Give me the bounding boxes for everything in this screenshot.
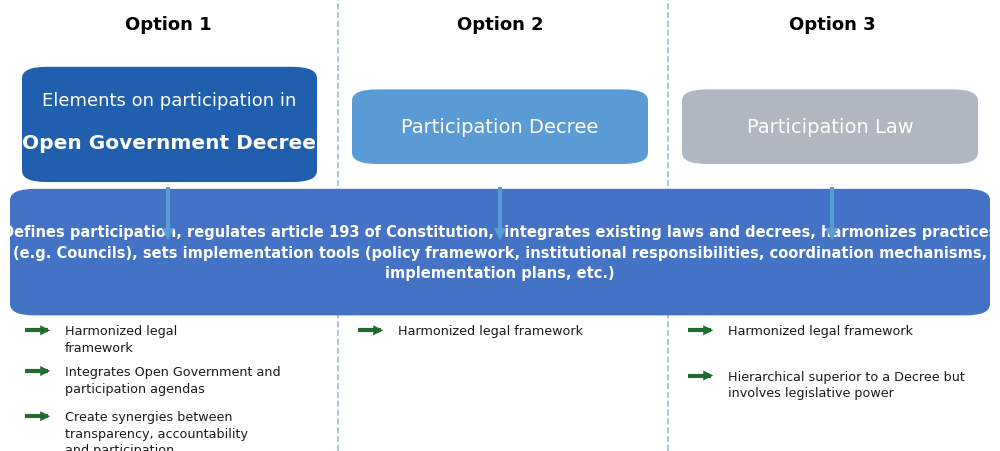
FancyBboxPatch shape (10, 189, 990, 316)
Text: Harmonized legal
framework: Harmonized legal framework (65, 325, 177, 354)
Text: Hierarchical superior to a Decree but
involves legislative power: Hierarchical superior to a Decree but in… (728, 370, 965, 399)
Text: Option 1: Option 1 (125, 16, 211, 34)
Text: Create synergies between
transparency, accountability
and participation.: Create synergies between transparency, a… (65, 410, 248, 451)
Text: Defines participation, regulates article 193 of Constitution,  integrates existi: Defines participation, regulates article… (2, 225, 998, 281)
Text: Harmonized legal framework: Harmonized legal framework (398, 325, 583, 338)
Text: Option 2: Option 2 (457, 16, 543, 34)
Text: Elements on participation in: Elements on participation in (42, 92, 297, 109)
Text: Participation Law: Participation Law (747, 118, 913, 137)
FancyBboxPatch shape (22, 68, 317, 183)
Text: Option 3: Option 3 (789, 16, 875, 34)
FancyBboxPatch shape (682, 90, 978, 165)
Text: Open Government Decree: Open Government Decree (22, 133, 316, 153)
Text: Integrates Open Government and
participation agendas: Integrates Open Government and participa… (65, 365, 281, 395)
FancyBboxPatch shape (352, 90, 648, 165)
Text: Harmonized legal framework: Harmonized legal framework (728, 325, 913, 338)
Text: Participation Decree: Participation Decree (401, 118, 599, 137)
